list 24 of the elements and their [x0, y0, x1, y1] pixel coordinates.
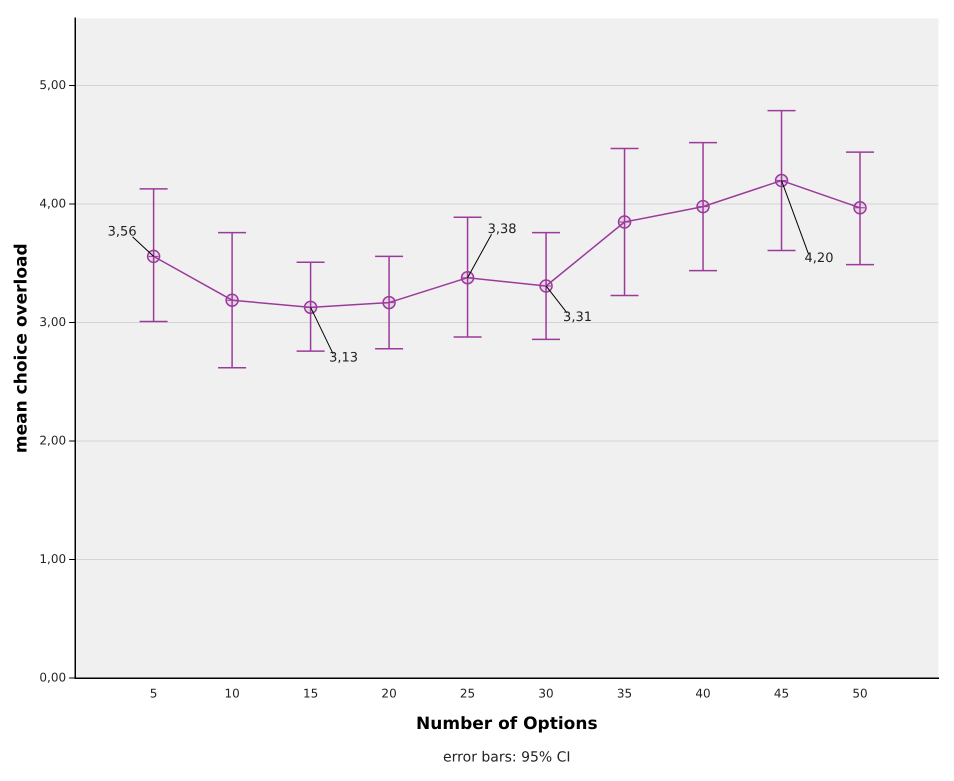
x-axis-title: Number of Options [416, 714, 598, 734]
data-label: 3,13 [329, 350, 358, 366]
x-tick-label: 40 [695, 686, 711, 701]
y-tick-label: 4,00 [39, 196, 66, 210]
x-tick-label: 25 [460, 686, 476, 701]
x-tick-label: 30 [538, 686, 554, 701]
y-tick-label: 3,00 [39, 314, 66, 329]
text: error bars: 95% CI [443, 750, 571, 766]
data-label: 4,20 [804, 250, 834, 266]
y-tick-label: 1,00 [39, 552, 66, 566]
y-tick-label: 5,00 [39, 78, 66, 92]
x-tick-label: 15 [302, 686, 318, 701]
x-tick-label: 5 [150, 686, 158, 701]
x-tick-label: 20 [381, 686, 397, 701]
data-label: 3,56 [108, 224, 137, 240]
x-tick-label: 10 [224, 686, 240, 701]
data-label: 3,31 [563, 310, 592, 325]
y-axis-title: mean choice overload [12, 243, 32, 454]
x-tick-label: 50 [852, 686, 868, 701]
data-label: 3,38 [488, 222, 517, 238]
y-tick-label: 2,00 [39, 433, 66, 448]
x-tick-label: 35 [616, 686, 632, 701]
x-tick-label: 45 [774, 686, 790, 701]
y-tick-label: 0,00 [39, 670, 66, 684]
